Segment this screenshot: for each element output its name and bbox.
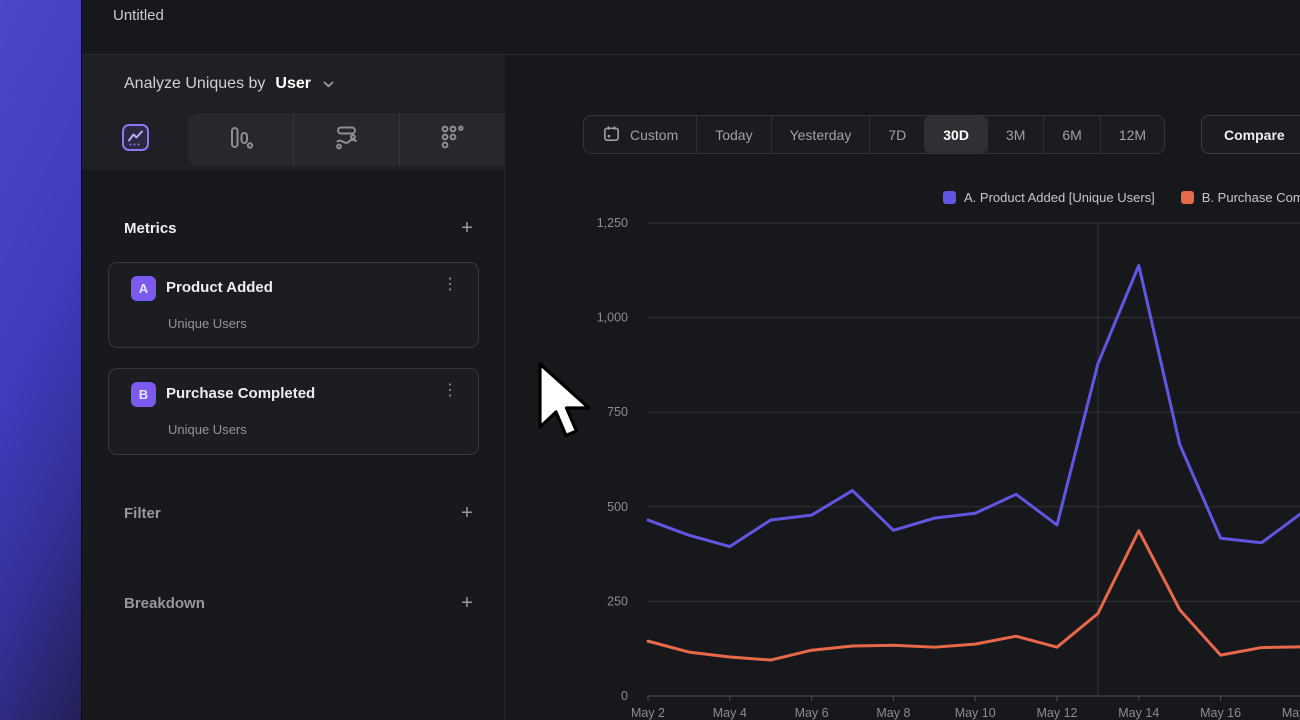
analyze-by-label: Analyze Uniques by xyxy=(124,75,266,92)
legend-swatch-a xyxy=(943,191,956,204)
analyze-by-value[interactable]: User xyxy=(275,75,311,92)
metric-title: Purchase Completed xyxy=(166,385,316,402)
tab-line-chart[interactable] xyxy=(120,123,150,157)
chart-legend: A. Product Added [Unique Users] B. Purch… xyxy=(943,190,1300,205)
metric-badge-a: A xyxy=(131,276,156,301)
y-tick-label: 1,000 xyxy=(597,311,628,325)
series-line-b xyxy=(646,529,1300,662)
metric-card-b[interactable]: B Purchase Completed Unique Users ⋮ xyxy=(108,368,479,455)
breakdown-header: Breakdown + xyxy=(124,592,478,614)
filter-heading: Filter xyxy=(124,504,161,522)
x-tick-label: May 16 xyxy=(1200,706,1241,720)
add-filter-button[interactable]: + xyxy=(456,502,478,524)
dots-grid-icon xyxy=(440,124,466,155)
chevron-down-icon xyxy=(323,75,334,93)
x-tick-label: May 14 xyxy=(1118,706,1159,720)
chart-type-tabs xyxy=(188,113,505,166)
filter-header: Filter + xyxy=(124,502,478,524)
x-tick-label: May 18 xyxy=(1282,706,1300,720)
metric-menu-icon[interactable]: ⋮ xyxy=(436,275,464,295)
series-line-a xyxy=(646,263,1300,549)
x-tick-label: May 8 xyxy=(876,706,910,720)
metric-measure[interactable]: Unique Users xyxy=(168,422,247,437)
x-tick-label: May 12 xyxy=(1037,706,1078,720)
y-tick-label: 0 xyxy=(621,689,628,703)
y-tick-label: 250 xyxy=(607,594,628,608)
y-tick-label: 750 xyxy=(607,405,628,419)
x-tick-label: May 10 xyxy=(955,706,996,720)
range-12m-button[interactable]: 12M xyxy=(1099,116,1164,153)
legend-label-a: A. Product Added [Unique Users] xyxy=(964,190,1155,205)
tab-retention-grid[interactable] xyxy=(399,113,505,166)
y-tick-label: 500 xyxy=(607,500,628,514)
compare-button[interactable]: Compare xyxy=(1201,115,1300,154)
sidebar-top-panel: Analyze Uniques by User xyxy=(82,55,505,170)
tab-flow[interactable] xyxy=(293,113,399,166)
brand-nav-strip xyxy=(0,0,82,720)
x-tick-label: May 4 xyxy=(713,706,747,720)
x-tick-label: May 2 xyxy=(631,706,665,720)
range-today-button[interactable]: Today xyxy=(696,116,770,153)
range-6m-button[interactable]: 6M xyxy=(1043,116,1099,153)
metric-measure[interactable]: Unique Users xyxy=(168,316,247,331)
tab-bar-chart[interactable] xyxy=(188,113,293,166)
metric-title: Product Added xyxy=(166,279,273,296)
add-metric-button[interactable]: + xyxy=(456,217,478,239)
metrics-heading: Metrics xyxy=(124,219,177,237)
y-tick-label: 1,250 xyxy=(597,216,628,230)
x-tick-label: May 6 xyxy=(795,706,829,720)
legend-label-b: B. Purchase Completed [Unique Users] xyxy=(1201,190,1300,205)
line-chart[interactable]: 0 250 500 750 1,000 1,250 May 2 May 4 May 6 May 8… xyxy=(505,0,1300,720)
date-range-group: Custom Today Yesterday 7D 30D 3M 6M 12M xyxy=(583,115,1166,154)
line-chart-icon xyxy=(121,123,150,157)
breakdown-heading: Breakdown xyxy=(124,594,205,612)
range-label: Custom xyxy=(630,126,679,143)
document-title: Untitled xyxy=(113,7,164,24)
top-bar: Untitled xyxy=(82,0,1300,55)
query-sidebar: Analyze Uniques by User xyxy=(82,55,505,720)
metric-badge-b: B xyxy=(131,382,156,407)
range-30d-button[interactable]: 30D xyxy=(924,116,987,153)
metrics-header: Metrics + xyxy=(124,217,478,239)
range-yesterday-button[interactable]: Yesterday xyxy=(770,116,870,153)
metric-card-a[interactable]: A Product Added Unique Users ⋮ xyxy=(108,262,479,348)
analyze-by-row[interactable]: Analyze Uniques by User xyxy=(124,75,334,93)
range-custom-button[interactable]: Custom xyxy=(584,116,696,153)
range-7d-button[interactable]: 7D xyxy=(869,116,924,153)
add-breakdown-button[interactable]: + xyxy=(456,592,478,614)
legend-swatch-b xyxy=(1180,191,1194,204)
metric-menu-icon[interactable]: ⋮ xyxy=(436,381,464,401)
calendar-icon xyxy=(602,124,621,146)
bar-chart-icon xyxy=(227,124,254,156)
flow-icon xyxy=(333,123,361,156)
range-3m-button[interactable]: 3M xyxy=(986,116,1043,153)
